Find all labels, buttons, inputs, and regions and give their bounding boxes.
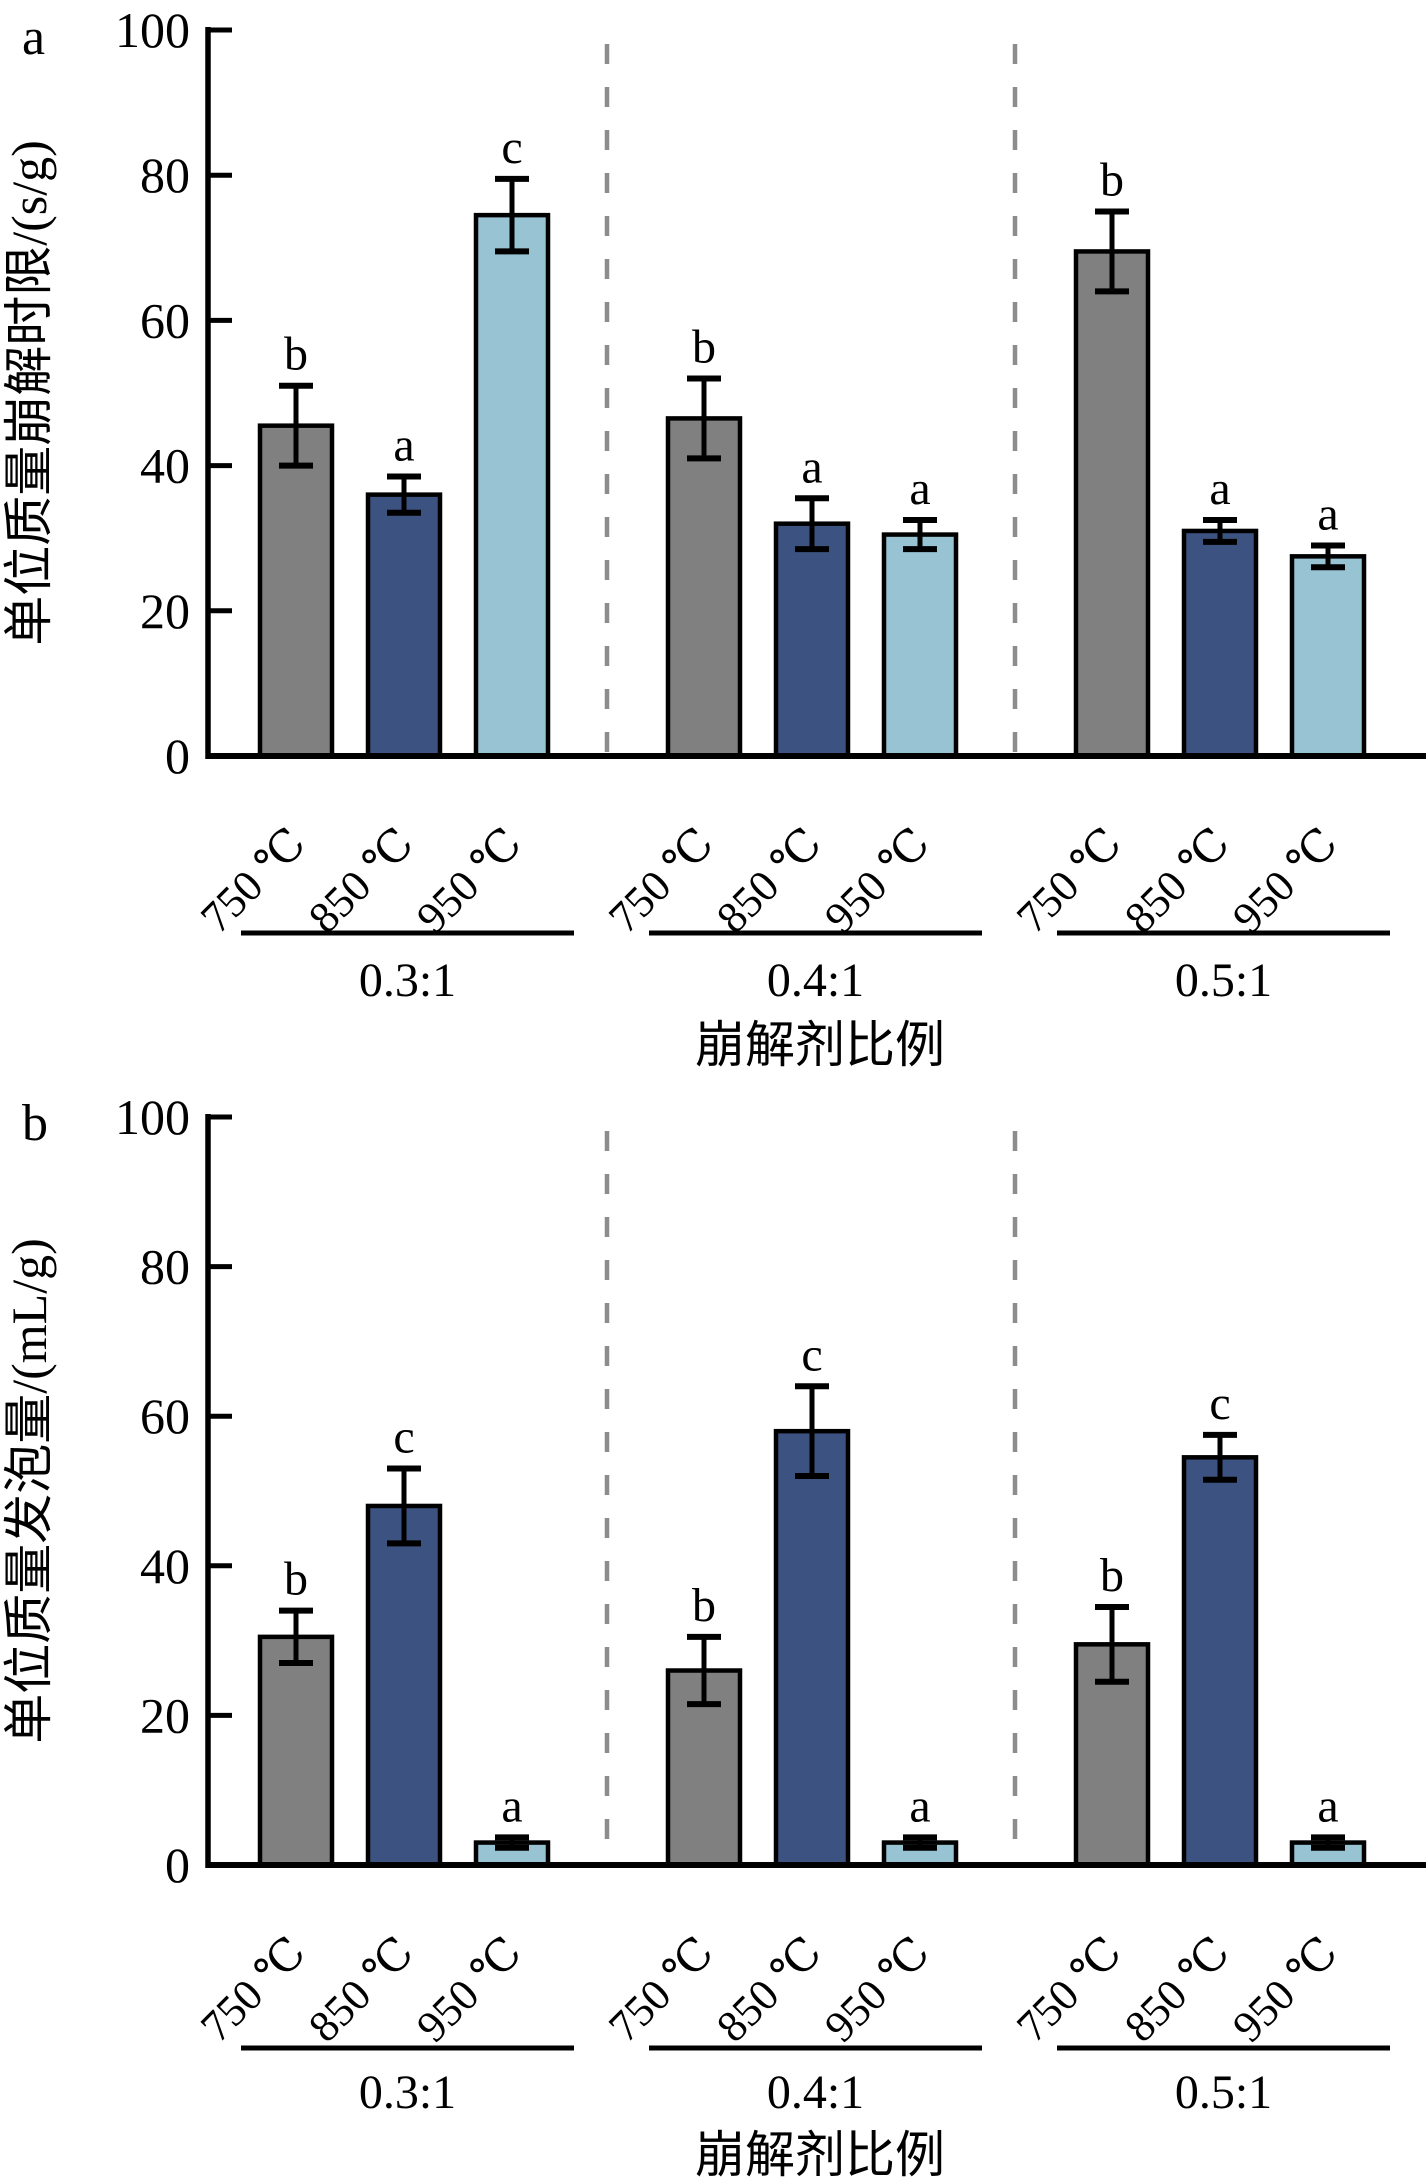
x-tick-label-950 ℃-0.5:1: 950 ℃	[1223, 1927, 1347, 2051]
panel-a-chart: b 750 ℃ a 850 ℃ c 950 ℃ 0.3:1 b 750 ℃ a 850 ℃ a 950 …	[1, 2, 1426, 1073]
sig-letter-750 ℃-0.4:1: b	[692, 320, 716, 373]
y-tick-label-0: 0	[165, 1837, 190, 1893]
x-tick-label-750 ℃-0.4:1: 750 ℃	[599, 1927, 723, 2051]
sig-letter-850 ℃-0.3:1: a	[393, 418, 414, 471]
sig-letter-850 ℃-0.5:1: a	[1209, 462, 1230, 515]
x-tick-label-850 ℃-0.3:1: 850 ℃	[299, 818, 423, 942]
bar-750 ℃-0.3:1	[257, 423, 335, 759]
sig-letter-850 ℃-0.3:1: c	[393, 1411, 414, 1464]
bar-850 ℃-0.4:1	[773, 1428, 851, 1868]
bar-850 ℃-0.5:1	[1181, 528, 1259, 759]
x-axis-title: 崩解剂比例	[695, 2127, 945, 2180]
x-tick-label-850 ℃-0.5:1: 850 ℃	[1115, 1927, 1239, 2051]
bar-950 ℃-0.3:1	[473, 212, 551, 759]
sig-letter-950 ℃-0.4:1: a	[909, 462, 930, 515]
y-axis-title: 单位质量崩解时限/(s/g)	[1, 140, 57, 646]
y-tick-label-20: 20	[140, 1687, 190, 1743]
bar-750 ℃-0.5:1	[1073, 249, 1151, 759]
sig-letter-750 ℃-0.4:1: b	[692, 1579, 716, 1632]
group-label-0.5:1: 0.5:1	[1175, 2066, 1272, 2119]
sig-letter-750 ℃-0.5:1: b	[1100, 154, 1124, 207]
sig-letter-750 ℃-0.5:1: b	[1100, 1549, 1124, 1602]
x-tick-label-750 ℃-0.5:1: 750 ℃	[1007, 1927, 1131, 2051]
sig-letter-950 ℃-0.5:1: a	[1317, 487, 1338, 540]
group-label-0.4:1: 0.4:1	[767, 954, 864, 1007]
x-tick-label-750 ℃-0.4:1: 750 ℃	[599, 818, 723, 942]
y-tick-label-0: 0	[165, 728, 190, 784]
sig-letter-750 ℃-0.3:1: b	[284, 328, 308, 381]
bar-850 ℃-0.3:1	[365, 492, 443, 759]
y-axis-title: 单位质量发泡量/(mL/g)	[1, 1238, 57, 1744]
bar-950 ℃-0.4:1	[881, 532, 959, 759]
sig-letter-750 ℃-0.3:1: b	[284, 1553, 308, 1606]
x-axis-title: 崩解剂比例	[695, 1017, 945, 1073]
group-label-0.4:1: 0.4:1	[767, 2066, 864, 2119]
y-tick-label-80: 80	[140, 1239, 190, 1295]
sig-letter-850 ℃-0.4:1: c	[801, 1328, 822, 1381]
y-tick-label-100: 100	[115, 2, 190, 58]
x-tick-label-950 ℃-0.4:1: 950 ℃	[815, 1927, 939, 2051]
y-tick-label-60: 60	[140, 1388, 190, 1444]
x-tick-label-950 ℃-0.5:1: 950 ℃	[1223, 818, 1347, 942]
sig-letter-850 ℃-0.5:1: c	[1209, 1377, 1230, 1430]
bar-950 ℃-0.5:1	[1289, 554, 1367, 759]
x-tick-label-850 ℃-0.3:1: 850 ℃	[299, 1927, 423, 2051]
sig-letter-950 ℃-0.5:1: a	[1317, 1779, 1338, 1832]
x-tick-label-850 ℃-0.5:1: 850 ℃	[1115, 818, 1239, 942]
x-tick-label-950 ℃-0.3:1: 950 ℃	[407, 818, 531, 942]
panel-b-label: b	[22, 1095, 48, 1152]
y-tick-label-20: 20	[140, 583, 190, 639]
group-label-0.5:1: 0.5:1	[1175, 954, 1272, 1007]
sig-letter-950 ℃-0.4:1: a	[909, 1779, 930, 1832]
y-tick-label-100: 100	[115, 1090, 190, 1145]
bar-750 ℃-0.4:1	[665, 416, 743, 759]
group-label-0.3:1: 0.3:1	[359, 954, 456, 1007]
sig-letter-850 ℃-0.4:1: a	[801, 440, 822, 493]
group-label-0.3:1: 0.3:1	[359, 2066, 456, 2119]
sig-letter-950 ℃-0.3:1: a	[501, 1779, 522, 1832]
x-tick-label-850 ℃-0.4:1: 850 ℃	[707, 818, 831, 942]
y-tick-label-40: 40	[140, 1538, 190, 1594]
bar-850 ℃-0.5:1	[1181, 1455, 1259, 1868]
bar-850 ℃-0.3:1	[365, 1503, 443, 1868]
x-tick-label-950 ℃-0.3:1: 950 ℃	[407, 1927, 531, 2051]
bar-850 ℃-0.4:1	[773, 521, 851, 759]
panel-a-label: a	[22, 9, 46, 66]
y-tick-label-60: 60	[140, 292, 190, 348]
x-tick-label-850 ℃-0.4:1: 850 ℃	[707, 1927, 831, 2051]
x-tick-label-750 ℃-0.3:1: 750 ℃	[191, 1927, 315, 2051]
x-tick-label-750 ℃-0.3:1: 750 ℃	[191, 818, 315, 942]
y-tick-label-80: 80	[140, 147, 190, 203]
x-tick-label-950 ℃-0.4:1: 950 ℃	[815, 818, 939, 942]
sig-letter-950 ℃-0.3:1: c	[501, 121, 522, 174]
y-tick-label-40: 40	[140, 438, 190, 494]
bar-750 ℃-0.3:1	[257, 1634, 335, 1868]
panel-b-chart: b 750 ℃ c 850 ℃ a 950 ℃ 0.3:1 b 750 ℃ c 850 ℃ a 950 …	[1, 1090, 1426, 2180]
x-tick-label-750 ℃-0.5:1: 750 ℃	[1007, 818, 1131, 942]
